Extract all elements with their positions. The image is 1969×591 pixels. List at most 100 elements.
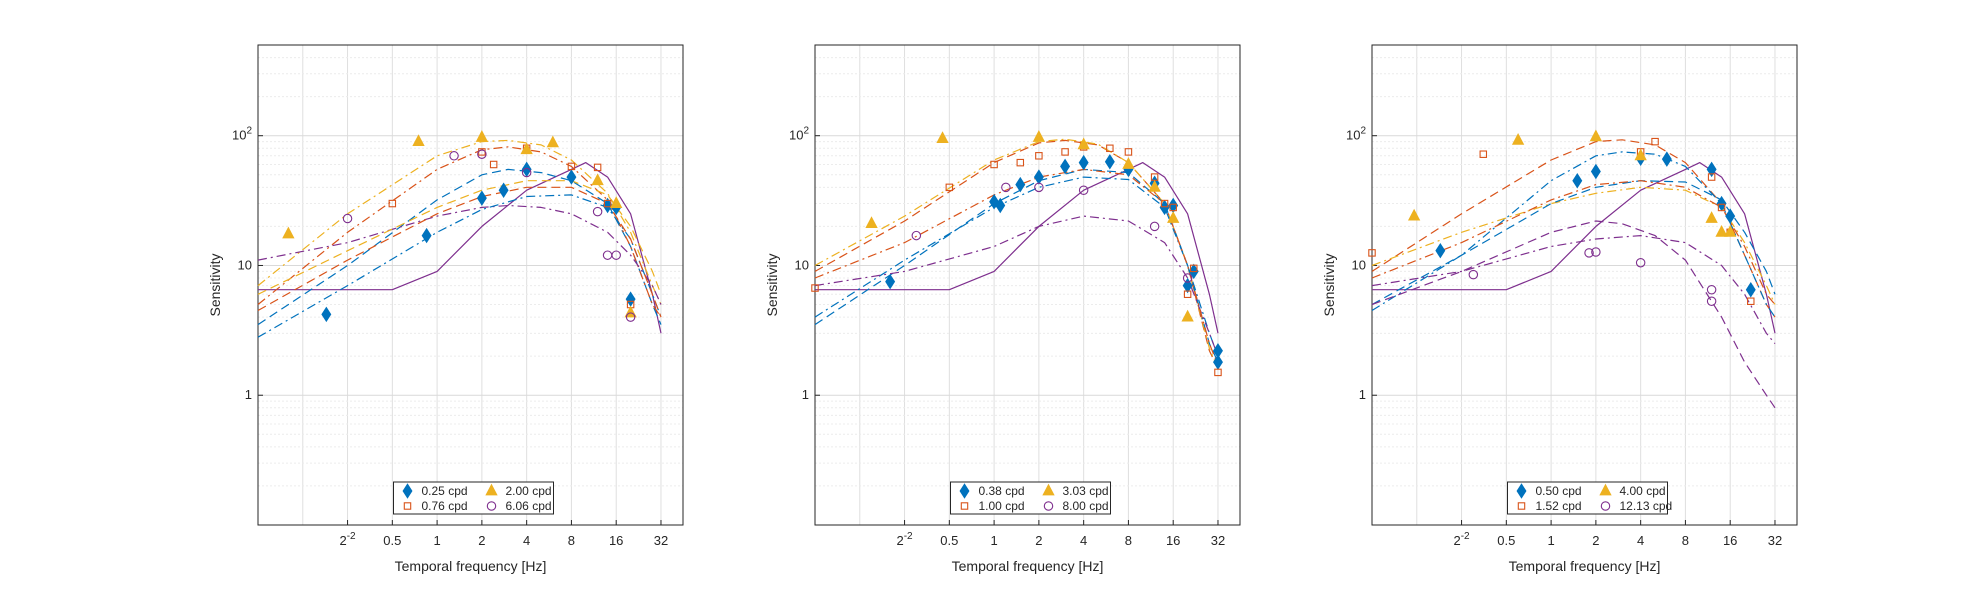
y-tick-label: 10 [1352, 257, 1366, 272]
x-tick-label: 2 [478, 533, 485, 548]
legend-marker [1516, 483, 1527, 499]
fit-curve [1371, 139, 1776, 318]
legend-label: 12.13 cpd [1620, 499, 1673, 513]
fit-curve [1371, 235, 1776, 344]
y-tick-label: 102 [789, 126, 809, 143]
y-tick-label: 10 [795, 257, 809, 272]
fit-curve [1371, 220, 1776, 409]
fit-curve [814, 176, 1219, 357]
legend-marker [402, 483, 413, 499]
legend-marker [485, 483, 498, 496]
plot-area [1372, 45, 1797, 525]
data-point [865, 216, 878, 229]
fit-curve [257, 204, 662, 305]
legend-label: 3.03 cpd [1063, 484, 1109, 498]
data-point [1001, 182, 1011, 193]
data-point [995, 197, 1006, 214]
data-point [885, 273, 896, 290]
chart-panel-2: 2-2 0.5 1 2 4 8 16 32 1 10 102 Temporal frequency [… [764, 44, 1241, 574]
legend-box [950, 481, 1111, 515]
legend-box [393, 481, 554, 515]
data-point [1149, 221, 1160, 232]
x-axis-label: Temporal frequency [Hz] [1509, 558, 1661, 574]
data-point [566, 169, 577, 185]
legend-label: 4.00 cpd [1620, 484, 1666, 498]
legend-marker [1599, 483, 1612, 496]
data-point [1572, 172, 1583, 189]
x-tick-label: 2 [1592, 533, 1599, 548]
series-1 [321, 161, 636, 323]
series-3 [1407, 129, 1737, 237]
y-axis-label: Sensitivity [207, 253, 223, 316]
data-point [498, 182, 509, 198]
data-point [592, 206, 603, 217]
data-point [1468, 269, 1479, 280]
x-tick-label: 0.5 [383, 533, 401, 548]
data-point [521, 167, 532, 178]
data-point [282, 226, 295, 239]
data-point [1183, 290, 1192, 299]
legend-marker [403, 502, 412, 510]
legend-marker [960, 502, 969, 510]
data-point [1077, 137, 1090, 150]
legend-label: 0.38 cpd [979, 484, 1025, 498]
data-point [1122, 157, 1135, 169]
data-point [1724, 224, 1737, 237]
data-point [567, 162, 576, 171]
x-tick-label: 32 [654, 533, 668, 548]
x-tick-label: 1 [433, 533, 440, 548]
data-point [412, 134, 425, 147]
chart-panel-3: 2-2 0.5 1 2 4 8 16 32 1 10 102 Temporal frequency [… [1321, 44, 1798, 574]
x-tick-label: 2-2 [339, 531, 356, 548]
data-point [1160, 199, 1169, 208]
data-point [1706, 284, 1717, 295]
data-point [1078, 185, 1089, 195]
y-axis-label: Sensitivity [1321, 253, 1337, 316]
y-tick-label: 1 [1359, 387, 1366, 402]
fit-curve [257, 168, 662, 326]
legend-label: 8.00 cpd [1063, 499, 1109, 513]
x-tick-label: 4 [523, 533, 530, 548]
legend-marker [486, 501, 497, 511]
data-point [1706, 161, 1717, 178]
x-tick-label: 2-2 [1453, 531, 1470, 548]
legend-marker [1517, 502, 1526, 510]
data-point [1634, 148, 1647, 161]
data-point [990, 160, 998, 169]
fit-curve [1371, 186, 1776, 305]
data-point [546, 135, 560, 148]
x-axis-label: Temporal frequency [Hz] [395, 558, 547, 574]
x-tick-label: 16 [1723, 533, 1737, 548]
data-point [1747, 297, 1755, 305]
fit-curves [257, 139, 662, 338]
x-tick-label: 2-2 [896, 531, 913, 548]
legend-label: 0.50 cpd [1536, 484, 1582, 498]
data-point [475, 130, 489, 142]
data-point [1035, 152, 1043, 160]
data-point [1033, 169, 1044, 185]
legend-label: 1.52 cpd [1536, 499, 1582, 513]
data-point [625, 312, 636, 322]
legend-label: 6.06 cpd [506, 499, 552, 513]
data-point [1725, 208, 1736, 224]
data-point [1707, 173, 1716, 181]
data-point [1169, 203, 1177, 212]
data-point [1078, 154, 1089, 171]
data-point [1181, 309, 1194, 322]
legend-label: 0.25 cpd [422, 484, 468, 498]
x-tick-label: 16 [609, 533, 623, 548]
legend-marker [959, 483, 970, 499]
y-axis-label: Sensitivity [764, 253, 780, 316]
data-point [321, 306, 332, 323]
data-point [1015, 176, 1026, 193]
x-tick-label: 2 [1035, 533, 1042, 548]
series-4 [911, 182, 1193, 283]
x-tick-label: 8 [1682, 533, 1689, 548]
data-point [611, 250, 621, 260]
fit-curve [814, 168, 1219, 366]
data-point [1016, 158, 1025, 167]
legend-marker [1042, 483, 1055, 496]
y-tick-label: 10 [238, 257, 252, 272]
